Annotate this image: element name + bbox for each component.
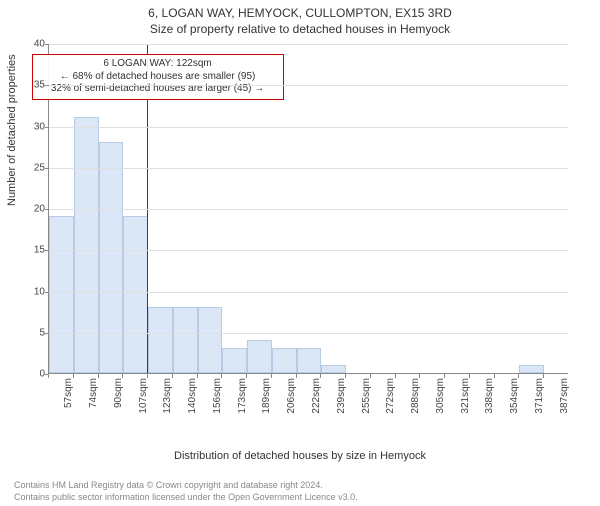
bar xyxy=(247,340,272,373)
x-tick-mark xyxy=(246,374,247,378)
annotation-box: 6 LOGAN WAY: 122sqm ← 68% of detached ho… xyxy=(32,54,284,100)
y-axis-label: Number of detached properties xyxy=(6,54,18,206)
x-tick-label: 90sqm xyxy=(113,378,124,408)
plot-area: 6 LOGAN WAY: 122sqm ← 68% of detached ho… xyxy=(48,44,568,374)
y-tick-label: 20 xyxy=(21,204,45,215)
x-tick-mark xyxy=(370,374,371,378)
x-tick-label: 288sqm xyxy=(410,378,421,414)
x-tick-label: 140sqm xyxy=(187,378,198,414)
x-tick-mark xyxy=(518,374,519,378)
bar xyxy=(272,348,297,373)
x-axis-label: Distribution of detached houses by size … xyxy=(0,450,600,462)
x-tick-mark xyxy=(494,374,495,378)
y-tick-label: 40 xyxy=(21,39,45,50)
x-tick-mark xyxy=(172,374,173,378)
y-tick-label: 15 xyxy=(21,245,45,256)
y-tick-mark xyxy=(45,44,49,45)
page-subtitle: Size of property relative to detached ho… xyxy=(0,22,600,36)
x-tick-mark xyxy=(221,374,222,378)
bar xyxy=(99,142,124,373)
bar xyxy=(198,307,223,373)
y-tick-label: 35 xyxy=(21,80,45,91)
y-tick-label: 10 xyxy=(21,286,45,297)
x-tick-mark xyxy=(395,374,396,378)
footer-line1: Contains HM Land Registry data © Crown c… xyxy=(14,480,586,492)
x-tick-label: 255sqm xyxy=(361,378,372,414)
x-tick-mark xyxy=(98,374,99,378)
y-tick-mark xyxy=(45,209,49,210)
y-tick-label: 25 xyxy=(21,162,45,173)
x-tick-mark xyxy=(296,374,297,378)
x-tick-mark xyxy=(419,374,420,378)
chart-container: 6 LOGAN WAY: 122sqm ← 68% of detached ho… xyxy=(48,44,590,404)
x-ticks: 57sqm 74sqm 90sqm 107sqm 123sqm 140sqm 156sqm 1… xyxy=(48,374,568,424)
annotation-line2: ← 68% of detached houses are smaller (95… xyxy=(38,71,278,84)
x-tick-label: 371sqm xyxy=(534,378,545,414)
y-tick-mark xyxy=(45,292,49,293)
y-tick-mark xyxy=(45,168,49,169)
x-tick-label: 206sqm xyxy=(286,378,297,414)
footer-line2: Contains public sector information licen… xyxy=(14,492,586,504)
x-tick-label: 239sqm xyxy=(336,378,347,414)
bar xyxy=(148,307,173,373)
x-tick-mark xyxy=(543,374,544,378)
x-tick-label: 74sqm xyxy=(88,378,99,408)
x-tick-mark xyxy=(147,374,148,378)
gridline xyxy=(49,168,568,169)
x-tick-label: 107sqm xyxy=(138,378,149,414)
x-tick-mark xyxy=(271,374,272,378)
y-tick-mark xyxy=(45,127,49,128)
bar xyxy=(49,216,74,373)
x-tick-label: 387sqm xyxy=(559,378,570,414)
x-tick-label: 222sqm xyxy=(311,378,322,414)
bar xyxy=(173,307,198,373)
gridline xyxy=(49,209,568,210)
y-tick-mark xyxy=(45,85,49,86)
bar xyxy=(222,348,247,373)
gridline xyxy=(49,127,568,128)
x-tick-label: 321sqm xyxy=(460,378,471,414)
x-tick-mark xyxy=(73,374,74,378)
y-tick-label: 0 xyxy=(21,369,45,380)
x-tick-mark xyxy=(345,374,346,378)
x-tick-label: 189sqm xyxy=(261,378,272,414)
x-tick-mark xyxy=(444,374,445,378)
bar xyxy=(321,365,346,373)
x-tick-label: 57sqm xyxy=(63,378,74,408)
gridline xyxy=(49,85,568,86)
x-tick-mark xyxy=(122,374,123,378)
page-title: 6, LOGAN WAY, HEMYOCK, CULLOMPTON, EX15 … xyxy=(0,6,600,20)
gridline xyxy=(49,333,568,334)
bar xyxy=(297,348,322,373)
x-tick-mark xyxy=(469,374,470,378)
gridline xyxy=(49,44,568,45)
x-tick-label: 338sqm xyxy=(484,378,495,414)
y-tick-mark xyxy=(45,250,49,251)
bar xyxy=(519,365,544,373)
x-tick-label: 272sqm xyxy=(385,378,396,414)
x-tick-mark xyxy=(197,374,198,378)
x-tick-label: 354sqm xyxy=(509,378,520,414)
y-tick-mark xyxy=(45,333,49,334)
bar xyxy=(74,117,99,373)
x-tick-mark xyxy=(48,374,49,378)
x-tick-label: 173sqm xyxy=(237,378,248,414)
bar xyxy=(123,216,148,373)
y-tick-label: 5 xyxy=(21,327,45,338)
x-tick-label: 305sqm xyxy=(435,378,446,414)
gridline xyxy=(49,250,568,251)
y-tick-label: 30 xyxy=(21,121,45,132)
gridline xyxy=(49,292,568,293)
annotation-line1: 6 LOGAN WAY: 122sqm xyxy=(38,58,278,71)
x-tick-label: 156sqm xyxy=(212,378,223,414)
x-tick-mark xyxy=(320,374,321,378)
x-tick-label: 123sqm xyxy=(162,378,173,414)
